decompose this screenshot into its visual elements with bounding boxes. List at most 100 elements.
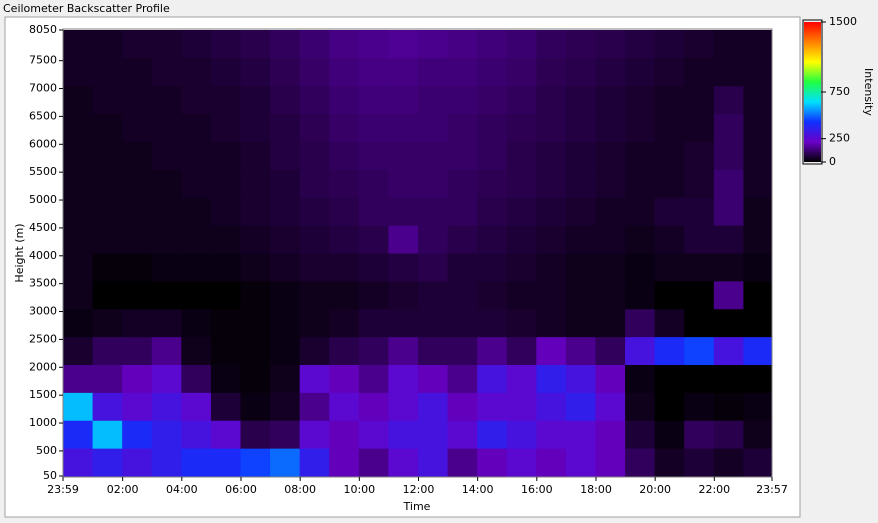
- heat-cell: [122, 113, 153, 142]
- heat-cell: [388, 420, 419, 449]
- heat-cell: [565, 392, 596, 421]
- heat-cell: [565, 280, 596, 310]
- heat-cell: [417, 169, 449, 198]
- heat-cell: [122, 308, 153, 338]
- heat-cell: [329, 225, 360, 254]
- heat-cell: [240, 225, 271, 254]
- heat-cell: [358, 197, 389, 226]
- heat-cell: [181, 57, 212, 87]
- heat-cell: [684, 280, 715, 310]
- heat-cell: [329, 113, 360, 142]
- heat-cell: [63, 336, 94, 365]
- heat-cell: [299, 253, 330, 282]
- heat-cell: [654, 392, 685, 421]
- heat-cell: [151, 336, 182, 365]
- heat-cell: [240, 113, 271, 142]
- heat-cell: [270, 141, 301, 170]
- heat-cell: [654, 85, 685, 115]
- heat-cell: [358, 30, 389, 59]
- heat-cell: [122, 280, 153, 310]
- heat-cell: [595, 30, 626, 59]
- heat-cell: [654, 113, 685, 142]
- heat-cell: [299, 225, 330, 254]
- heat-cell: [743, 280, 773, 310]
- heat-cell: [654, 197, 685, 226]
- heat-cell: [151, 392, 182, 421]
- heat-cell: [329, 169, 360, 198]
- heat-cell: [684, 448, 715, 477]
- heat-cell: [447, 225, 478, 254]
- heat-cell: [63, 280, 94, 310]
- heat-cell: [388, 448, 419, 477]
- heat-cell: [684, 308, 715, 338]
- heat-cell: [713, 113, 744, 142]
- heat-cell: [447, 336, 478, 365]
- y-tick-label: 5500: [29, 165, 57, 178]
- heat-cell: [240, 364, 271, 393]
- heat-cell: [743, 141, 773, 170]
- heat-cell: [388, 280, 419, 310]
- heat-cell: [151, 113, 182, 142]
- heat-cell: [595, 141, 626, 170]
- heat-cell: [713, 57, 744, 87]
- heat-cell: [477, 141, 508, 170]
- heat-cell: [477, 57, 508, 87]
- heat-cell: [684, 336, 715, 365]
- heat-cell: [536, 336, 567, 365]
- heat-cell: [210, 225, 241, 254]
- heat-cell: [654, 253, 685, 282]
- heat-cell: [240, 30, 271, 59]
- heat-cell: [270, 336, 301, 365]
- heat-cell: [595, 57, 626, 87]
- heat-cell: [625, 169, 656, 198]
- heat-cell: [92, 308, 123, 338]
- heat-cell: [713, 364, 744, 393]
- heat-cell: [447, 57, 478, 87]
- y-tick-label: 3000: [29, 305, 57, 318]
- heat-cell: [210, 253, 241, 282]
- heat-cell: [299, 420, 330, 449]
- heat-cell: [240, 392, 271, 421]
- heat-cell: [654, 336, 685, 365]
- heat-cell: [684, 364, 715, 393]
- heat-cell: [299, 197, 330, 226]
- heat-cell: [210, 141, 241, 170]
- heat-cell: [743, 448, 773, 477]
- heat-cell: [151, 280, 182, 310]
- heat-cell: [536, 57, 567, 87]
- heat-cell: [299, 280, 330, 310]
- x-tick-label: 16:00: [521, 483, 553, 496]
- heat-cell: [625, 392, 656, 421]
- heat-cell: [595, 364, 626, 393]
- heat-cell: [625, 141, 656, 170]
- heat-cell: [299, 308, 330, 338]
- heat-cell: [151, 30, 182, 59]
- heat-cell: [536, 113, 567, 142]
- heat-cell: [684, 57, 715, 87]
- heat-cell: [743, 197, 773, 226]
- heat-cell: [122, 225, 153, 254]
- heat-cell: [447, 392, 478, 421]
- heat-cell: [329, 197, 360, 226]
- heat-cell: [417, 308, 449, 338]
- heat-cell: [63, 392, 94, 421]
- heat-cell: [122, 197, 153, 226]
- heat-cell: [240, 141, 271, 170]
- heat-cell: [151, 308, 182, 338]
- heat-cell: [743, 364, 773, 393]
- heat-cell: [63, 225, 94, 254]
- heat-cell: [684, 225, 715, 254]
- x-tick-label: 02:00: [107, 483, 139, 496]
- heat-cell: [417, 420, 449, 449]
- heat-cell: [565, 253, 596, 282]
- heat-cell: [477, 30, 508, 59]
- heat-cell: [447, 141, 478, 170]
- heat-cell: [181, 169, 212, 198]
- heat-cell: [299, 448, 330, 477]
- heat-cell: [713, 141, 744, 170]
- heat-cell: [506, 141, 537, 170]
- heat-cell: [358, 448, 389, 477]
- heat-cell: [181, 448, 212, 477]
- x-axis-label: Time: [403, 500, 431, 513]
